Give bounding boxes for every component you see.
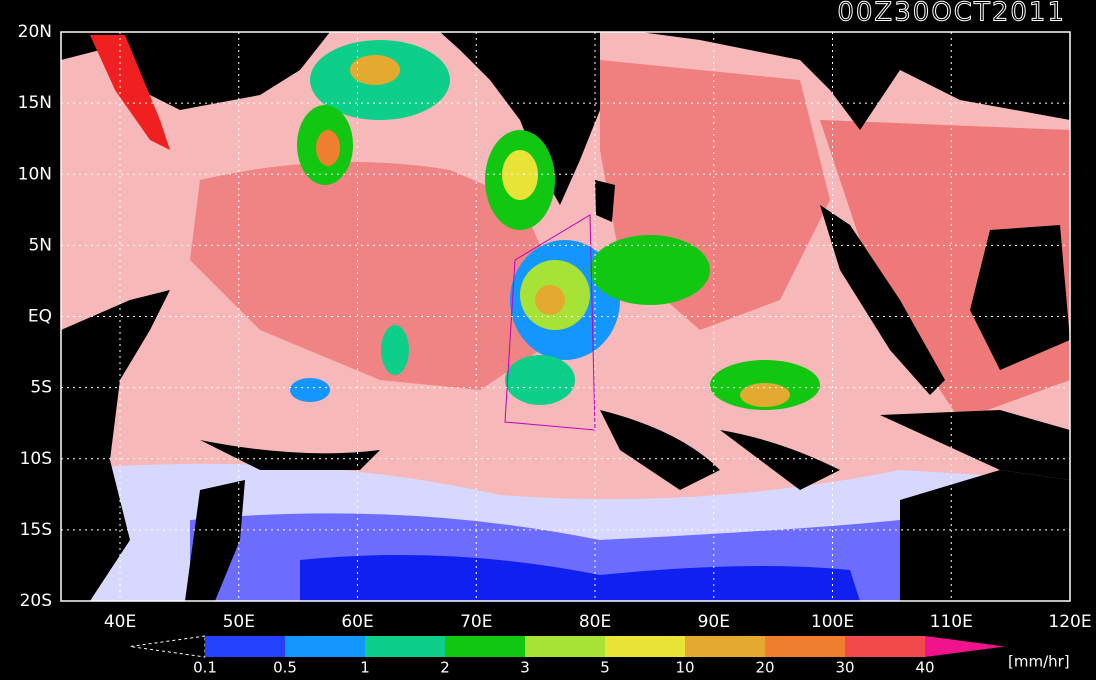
land-indochina — [640, 32, 1070, 130]
land-madagascar — [185, 480, 245, 601]
lat-label: 5S — [30, 378, 52, 398]
land-africa — [61, 290, 170, 601]
lon-label: 80E — [579, 612, 611, 632]
dry-patch — [200, 410, 840, 490]
low-rain-band — [300, 555, 860, 601]
lon-label: 70E — [460, 612, 492, 632]
rain-cell — [535, 285, 565, 315]
rain-cell — [740, 383, 790, 407]
colorbar-label: 0.1 — [193, 659, 217, 677]
grid — [61, 32, 1070, 601]
colorbar-label: 3 — [520, 659, 530, 677]
colorbar-under-arrow — [129, 635, 206, 658]
colorbar-box — [445, 636, 525, 657]
moderate-field — [190, 162, 560, 390]
colorbar-box — [765, 636, 845, 657]
colorbar-box — [285, 636, 365, 657]
colorbar-label: 0.5 — [273, 659, 297, 677]
lat-label: 10N — [18, 164, 52, 184]
lon-label: 60E — [341, 612, 373, 632]
lon-label: 120E — [1048, 612, 1091, 632]
land-india — [440, 32, 600, 205]
rain-cell — [316, 130, 340, 166]
colorbar-label: 30 — [835, 659, 854, 677]
colorbar-label: 20 — [755, 659, 774, 677]
lat-label: 5N — [28, 235, 52, 255]
colorbar-box — [365, 636, 445, 657]
lat-label: 20S — [20, 591, 52, 611]
land-sumatra — [820, 205, 945, 395]
lat-label: 15S — [20, 520, 52, 540]
lat-label: EQ — [28, 307, 52, 327]
rain-cell — [502, 150, 538, 200]
colorbar-box — [685, 636, 765, 657]
lat-label: 10S — [20, 449, 52, 469]
colorbar-box — [525, 636, 605, 657]
rain-cell — [350, 55, 400, 85]
lon-label: 110E — [930, 612, 973, 632]
colorbar-box — [605, 636, 685, 657]
colorbar-unit: [mm/hr] — [1008, 653, 1070, 671]
colorbar-over-arrow — [925, 636, 1005, 657]
rain-cell — [290, 378, 330, 402]
colorbar-label: 10 — [675, 659, 694, 677]
colorbar-label: 1 — [360, 659, 370, 677]
red-sea — [90, 35, 170, 150]
lon-label: 100E — [811, 612, 854, 632]
lat-label: 15N — [18, 93, 52, 113]
colorbar-box — [205, 636, 285, 657]
colorbar-label: 2 — [440, 659, 450, 677]
land-java — [880, 410, 1070, 480]
title: 00Z30OCT2011 — [837, 0, 1066, 28]
colorbar-label: 5 — [600, 659, 610, 677]
lat-label: 20N — [18, 22, 52, 42]
rain-cell — [505, 355, 575, 405]
colorbar: 0.1 0.5 1 2 3 5 10 20 30 40 [mm/hr] — [129, 635, 1070, 677]
land-sri-lanka — [595, 180, 615, 222]
lon-label: 90E — [698, 612, 730, 632]
rain-cell — [590, 235, 710, 305]
land-australia — [900, 470, 1070, 601]
map-frame — [60, 31, 1071, 602]
lon-label: 50E — [223, 612, 255, 632]
land-borneo — [970, 225, 1070, 370]
rain-cell — [381, 325, 409, 375]
lon-label: 40E — [104, 612, 136, 632]
colorbar-label: 40 — [915, 659, 934, 677]
colorbar-box — [845, 636, 925, 657]
